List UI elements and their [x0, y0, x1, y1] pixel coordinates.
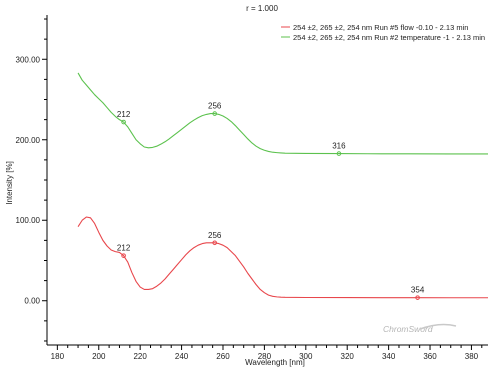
x-tick-label: 260 — [216, 352, 230, 361]
y-tick-label: 300.00 — [16, 55, 41, 64]
plot-area: 0.00 100.00 200.00 300.00 180 200 220 240 260 280… — [16, 15, 488, 361]
logo-swoosh — [419, 323, 457, 330]
x-tick-label: 280 — [258, 352, 272, 361]
peak-label: 212 — [117, 244, 131, 253]
chart-title: r = 1.000 — [246, 4, 278, 13]
peak-label: 256 — [208, 231, 222, 240]
x-axis-label: Wavelength [nm] — [245, 358, 305, 367]
x-tick-label: 200 — [92, 352, 106, 361]
peak-markers: 212 256 354 212 256 316 — [117, 102, 425, 300]
legend-label-temperature-run: 254 ±2, 265 ±2, 254 nm Run #2 temperatur… — [293, 33, 485, 42]
peak-marker — [121, 253, 126, 258]
x-tick-label: 320 — [341, 352, 355, 361]
x-tick-label: 360 — [423, 352, 437, 361]
series-line-flow-run — [77, 216, 488, 299]
series-layer — [77, 72, 488, 299]
y-tick-label: 200.00 — [16, 136, 41, 145]
peak-label: 212 — [117, 110, 131, 119]
x-tick-label: 340 — [382, 352, 396, 361]
x-tick-label: 300 — [299, 352, 313, 361]
peak-marker — [212, 240, 218, 246]
legend-label-flow-run: 254 ±2, 265 ±2, 254 nm Run #5 flow -0.10… — [293, 23, 468, 32]
x-tick-label: 380 — [465, 352, 479, 361]
y-axis-label: Intensity [%] — [5, 161, 14, 205]
peak-label: 354 — [411, 286, 425, 295]
legend: 254 ±2, 265 ±2, 254 nm Run #5 flow -0.10… — [281, 23, 485, 42]
peak-marker — [336, 151, 342, 156]
peak-label: 256 — [208, 102, 222, 111]
peak-label: 316 — [332, 142, 346, 151]
series-line-temperature-run — [77, 72, 488, 155]
peak-marker — [212, 111, 218, 116]
x-tick-label: 180 — [51, 352, 65, 361]
y-tick-label: 0.00 — [24, 297, 40, 306]
peak-marker — [415, 295, 420, 300]
x-tick-label: 240 — [175, 352, 189, 361]
logo-wordmark: ChromSword — [383, 324, 433, 334]
y-tick-label: 100.00 — [16, 216, 41, 225]
chromsword-logo: ChromSword — [383, 323, 457, 334]
x-tick-label: 220 — [133, 352, 147, 361]
peak-marker — [121, 119, 126, 125]
